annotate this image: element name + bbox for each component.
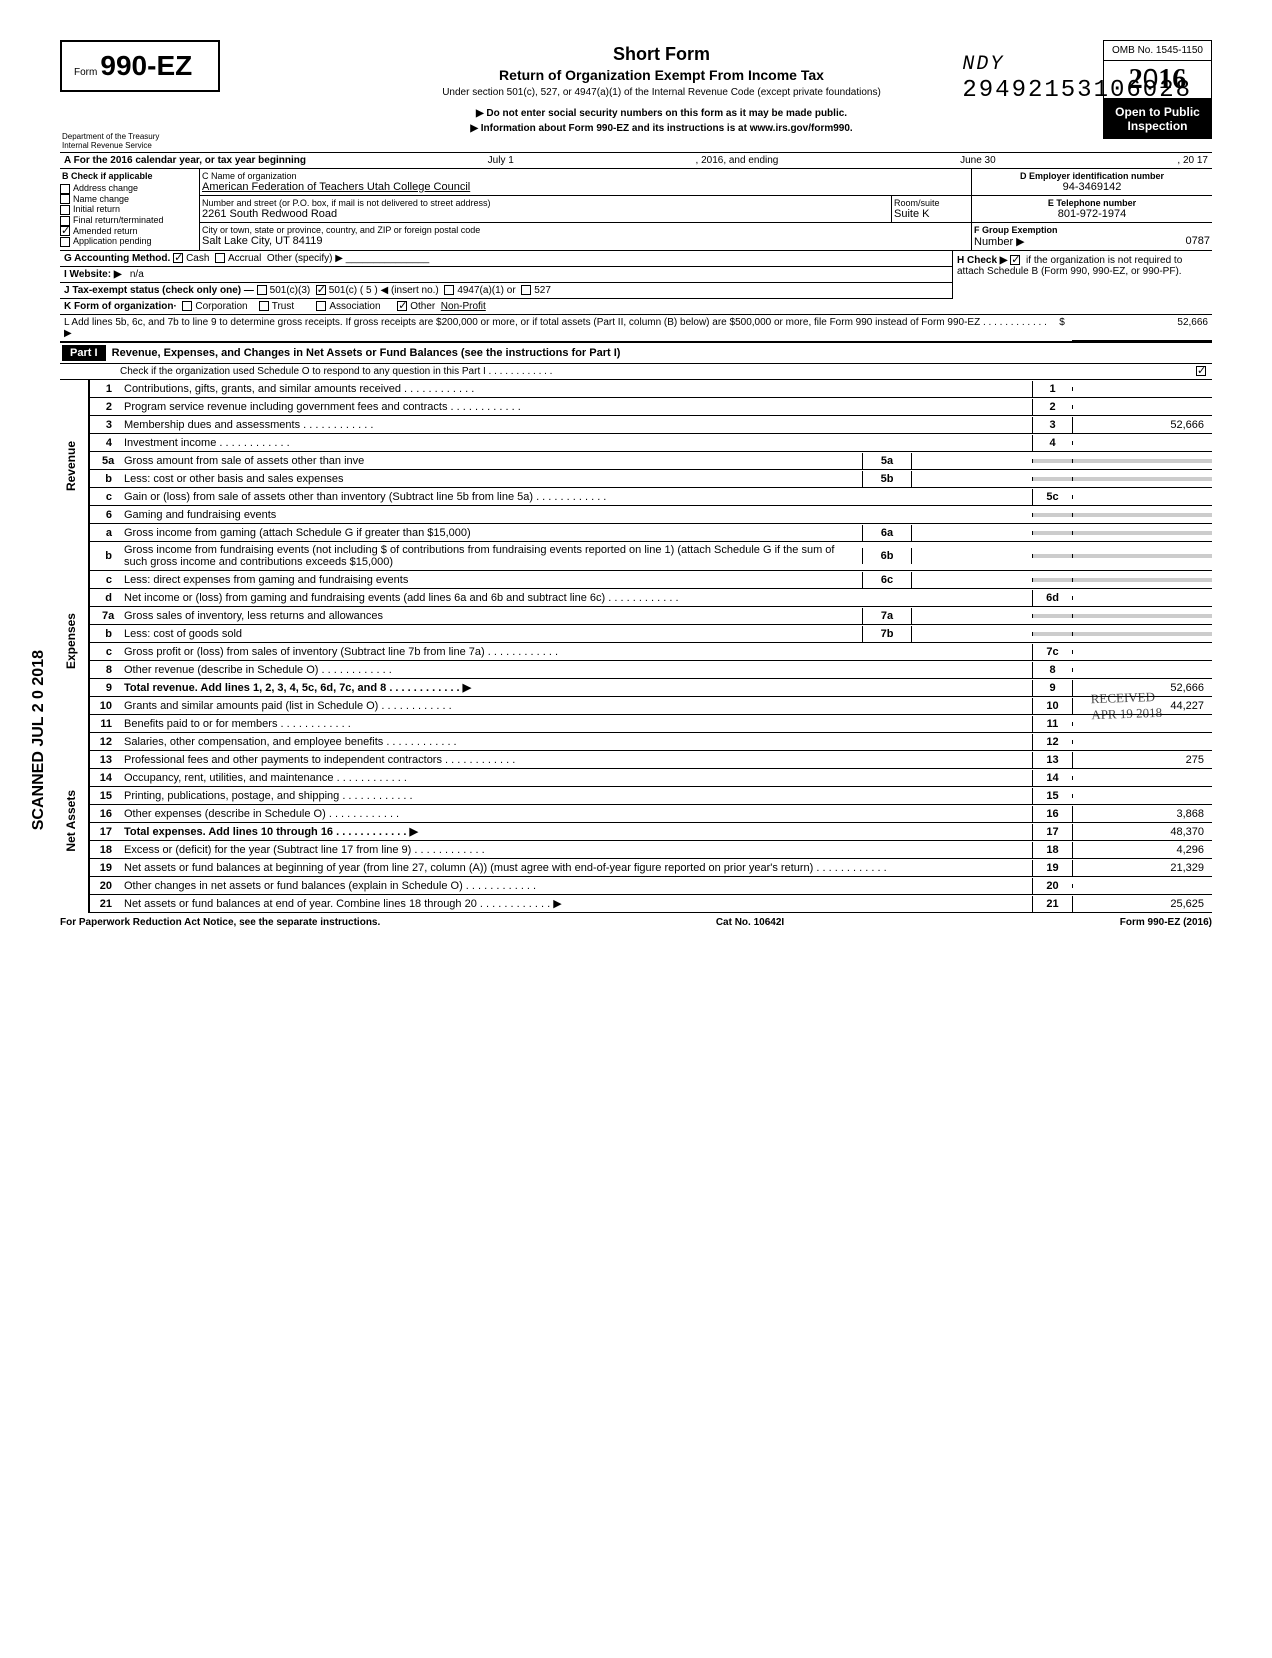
line-6c: cLess: direct expenses from gaming and f… [90,571,1212,589]
period-row: A For the 2016 calendar year, or tax yea… [60,153,1212,169]
value-6d [1072,596,1212,600]
main-table: Revenue Expenses Net Assets 1Contributio… [60,380,1212,913]
line-9: 9Total revenue. Add lines 1, 2, 3, 4, 5c… [90,679,1212,697]
line-18: 18Excess or (deficit) for the year (Subt… [90,841,1212,859]
check-amended[interactable]: Amended return [73,226,138,236]
dept-block: Department of the Treasury Internal Reve… [60,92,220,152]
value-3: 52,666 [1072,417,1212,433]
check-corp[interactable] [182,301,192,311]
org-name: American Federation of Teachers Utah Col… [202,181,969,193]
label-revenue: Revenue [60,437,88,495]
value-8 [1072,668,1212,672]
line-3: 3Membership dues and assessments . . . .… [90,416,1212,434]
label-expenses: Expenses [60,609,88,673]
line-4: 4Investment income . . . . . . . . . . .… [90,434,1212,452]
line-5c: cGain or (loss) from sale of assets othe… [90,488,1212,506]
value-15 [1072,794,1212,798]
row-l: L Add lines 5b, 6c, and 7b to line 9 to … [60,315,1212,342]
line-10: 10Grants and similar amounts paid (list … [90,697,1212,715]
group-exemption: 0787 [1186,235,1210,248]
check-name[interactable]: Name change [73,194,129,204]
received-stamp: RECEIVED APR 19 2018 [1091,689,1163,723]
check-assoc[interactable] [316,301,326,311]
city: Salt Lake City, UT 84119 [202,235,969,247]
gross-receipts: 52,666 [1072,315,1212,341]
value-1 [1072,387,1212,391]
row-g: G Accounting Method. Cash Accrual Other … [60,251,952,267]
value-12 [1072,740,1212,744]
hand-note: NDY [962,53,1004,76]
value-14 [1072,776,1212,780]
line-6b: bGross income from fundraising events (n… [90,542,1212,571]
row-k: K Form of organization· Corporation Trus… [60,299,1212,315]
value-4 [1072,441,1212,445]
check-address[interactable]: Address change [73,183,138,193]
value-2 [1072,405,1212,409]
line-13: 13Professional fees and other payments t… [90,751,1212,769]
value-18: 4,296 [1072,842,1212,858]
check-4947[interactable] [444,285,454,295]
check-527[interactable] [521,285,531,295]
line-7b: bLess: cost of goods sold7b [90,625,1212,643]
line-7a: 7aGross sales of inventory, less returns… [90,607,1212,625]
check-initial[interactable]: Initial return [73,204,120,214]
line-5b: bLess: cost or other basis and sales exp… [90,470,1212,488]
line-8: 8Other revenue (describe in Schedule O) … [90,661,1212,679]
label-netassets: Net Assets [60,786,88,856]
footer: For Paperwork Reduction Act Notice, see … [60,917,1212,928]
line-2: 2Program service revenue including gover… [90,398,1212,416]
part1-check: Check if the organization used Schedule … [60,364,1212,380]
value-17: 48,370 [1072,824,1212,840]
row-i: I Website: ▶ n/a [60,267,952,283]
value-19: 21,329 [1072,860,1212,876]
ein: 94-3469142 [974,181,1210,193]
line-19: 19Net assets or fund balances at beginni… [90,859,1212,877]
line-16: 16Other expenses (describe in Schedule O… [90,805,1212,823]
top-number: NDY 29492153106028 [962,50,1192,104]
check-501c[interactable] [316,285,326,295]
line-6d: dNet income or (loss) from gaming and fu… [90,589,1212,607]
org-block: C Name of organization American Federati… [200,169,972,250]
value-20 [1072,884,1212,888]
check-h[interactable] [1010,255,1020,265]
value-5c [1072,495,1212,499]
line-12: 12Salaries, other compensation, and empl… [90,733,1212,751]
check-app[interactable]: Application pending [73,236,152,246]
line-6a: aGross income from gaming (attach Schedu… [90,524,1212,542]
check-final[interactable]: Final return/terminated [73,215,164,225]
line-15: 15Printing, publications, postage, and s… [90,787,1212,805]
line-6: 6Gaming and fundraising events [90,506,1212,524]
form-number-box: Form 990-EZ [60,40,220,92]
value-21: 25,625 [1072,896,1212,912]
value-16: 3,868 [1072,806,1212,822]
value-13: 275 [1072,752,1212,768]
suite: Suite K [894,208,969,220]
line-1: 1Contributions, gifts, grants, and simil… [90,380,1212,398]
check-accrual[interactable] [215,253,225,263]
scanned-stamp: SCANNED JUL 2 0 2018 [30,650,48,830]
line-14: 14Occupancy, rent, utilities, and mainte… [90,769,1212,787]
line-21: 21Net assets or fund balances at end of … [90,895,1212,913]
check-cash[interactable] [173,253,183,263]
check-schedule-o[interactable] [1196,366,1206,376]
check-b-column: B Check if applicable Address change Nam… [60,169,200,250]
line-17: 17Total expenses. Add lines 10 through 1… [90,823,1212,841]
phone: 801-972-1974 [974,208,1210,220]
inspection-box: Open to Public Inspection [1103,99,1212,139]
line-20: 20Other changes in net assets or fund ba… [90,877,1212,895]
check-other[interactable] [397,301,407,311]
row-j: J Tax-exempt status (check only one) — 5… [60,283,952,299]
check-trust[interactable] [259,301,269,311]
value-7c [1072,650,1212,654]
check-501c3[interactable] [257,285,267,295]
line-5a: 5aGross amount from sale of assets other… [90,452,1212,470]
street: 2261 South Redwood Road [202,208,889,220]
line-11: 11Benefits paid to or for members . . . … [90,715,1212,733]
h-block: H Check ▶ if the organization is not req… [952,251,1212,299]
right-info-block: D Employer identification number 94-3469… [972,169,1212,250]
line-7c: cGross profit or (loss) from sales of in… [90,643,1212,661]
part1-header: Part I Revenue, Expenses, and Changes in… [60,342,1212,364]
